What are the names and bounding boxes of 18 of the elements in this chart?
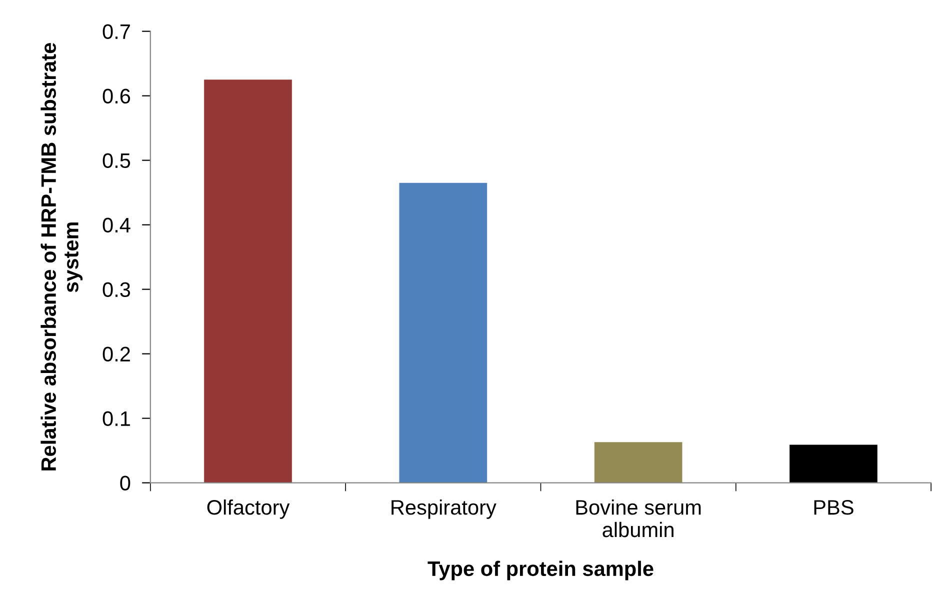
x-tick-label: Respiratory [392,499,496,519]
x-tick-label: PBS [814,500,854,515]
y-tick-label: 0.1 [102,411,130,426]
x-tick-label: Bovine serum albumin [576,499,701,538]
x-tick-label: Olfactory [207,499,290,519]
bar [204,80,292,483]
y-tick-label: 0.6 [102,88,130,104]
bar [790,444,878,483]
y-tick-label: 0.7 [102,24,130,40]
x-axis-title: Type of protein sample [428,560,654,580]
y-tick-label: 0.2 [102,346,130,362]
y-axis-title: Relative absorbance of HRP-TMB substrate system [40,43,83,470]
y-tick-label: 0 [120,476,130,491]
y-tick-label: 0.4 [102,218,130,233]
bar [594,442,682,483]
bar [399,182,488,483]
y-tick-label: 0.3 [102,282,130,298]
y-tick-label: 0.5 [102,153,130,168]
